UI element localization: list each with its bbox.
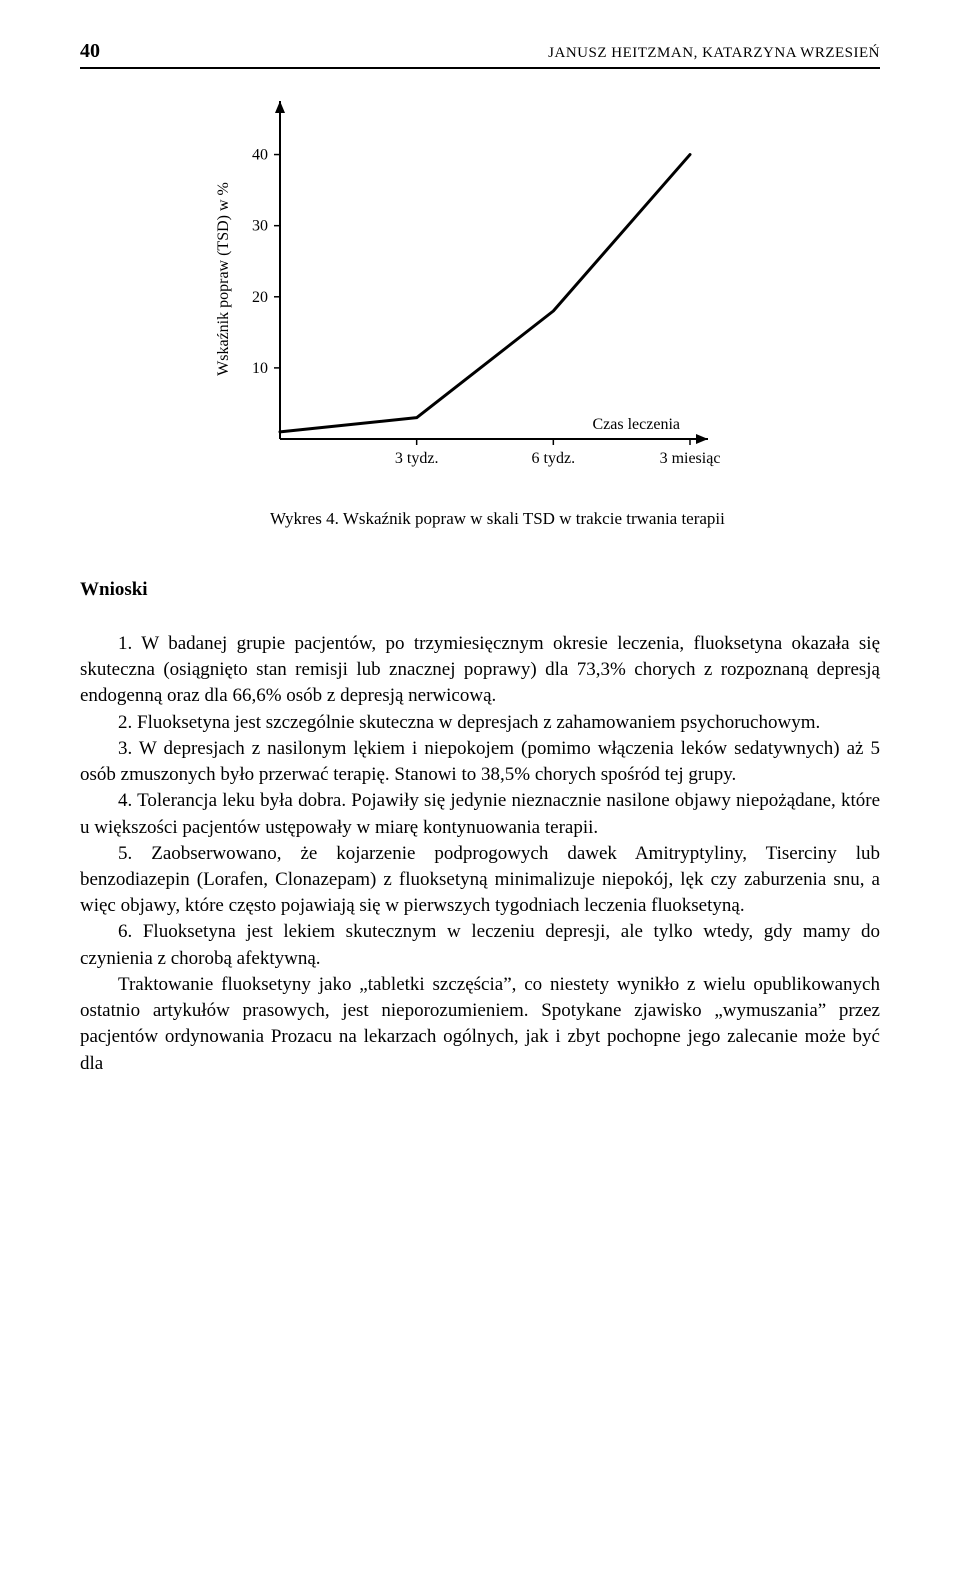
svg-text:3 miesiąc: 3 miesiąc xyxy=(660,450,720,467)
paragraph: 2. Fluoksetyna jest szczególnie skuteczn… xyxy=(80,710,880,736)
svg-text:10: 10 xyxy=(252,360,268,377)
paragraph: 4. Tolerancja leku była dobra. Pojawiły … xyxy=(80,788,880,840)
svg-text:20: 20 xyxy=(252,289,268,306)
paragraph: 3. W depresjach z nasilonym lękiem i nie… xyxy=(80,736,880,788)
page-header: 40 JANUSZ HEITZMAN, KATARZYNA WRZESIEŃ xyxy=(80,40,880,69)
body-text: 1. W badanej grupie pacjentów, po trzymi… xyxy=(80,631,880,1077)
paragraph: 6. Fluoksetyna jest lekiem skutecznym w … xyxy=(80,919,880,971)
page: 40 JANUSZ HEITZMAN, KATARZYNA WRZESIEŃ 1… xyxy=(0,0,960,1137)
figure-block: 10 20 30 40 3 tydz. 6 tydz. 3 miesiąc Czas lecz… xyxy=(200,99,880,529)
line-chart: 10 20 30 40 3 tydz. 6 tydz. 3 miesiąc Czas lecz… xyxy=(200,99,720,499)
svg-text:3 tydz.: 3 tydz. xyxy=(395,450,439,467)
svg-text:Wskaźnik popraw (TSD) w %: Wskaźnik popraw (TSD) w % xyxy=(215,182,232,376)
svg-text:30: 30 xyxy=(252,218,268,235)
svg-text:6 tydz.: 6 tydz. xyxy=(532,450,576,467)
figure-caption: Wykres 4. Wskaźnik popraw w skali TSD w … xyxy=(270,509,880,529)
page-number: 40 xyxy=(80,40,100,63)
svg-text:Czas leczenia: Czas leczenia xyxy=(593,416,681,433)
paragraph: 5. Zaobserwowano, że kojarzenie podprogo… xyxy=(80,841,880,920)
running-head: JANUSZ HEITZMAN, KATARZYNA WRZESIEŃ xyxy=(548,45,880,62)
section-title: Wnioski xyxy=(80,579,880,601)
caption-prefix: Wykres 4. xyxy=(270,509,339,528)
svg-text:40: 40 xyxy=(252,147,268,164)
paragraph: 1. W badanej grupie pacjentów, po trzymi… xyxy=(80,631,880,710)
paragraph: Traktowanie fluoksetyny jako „tabletki s… xyxy=(80,972,880,1077)
caption-text: Wskaźnik popraw w skali TSD w trakcie tr… xyxy=(343,509,725,528)
